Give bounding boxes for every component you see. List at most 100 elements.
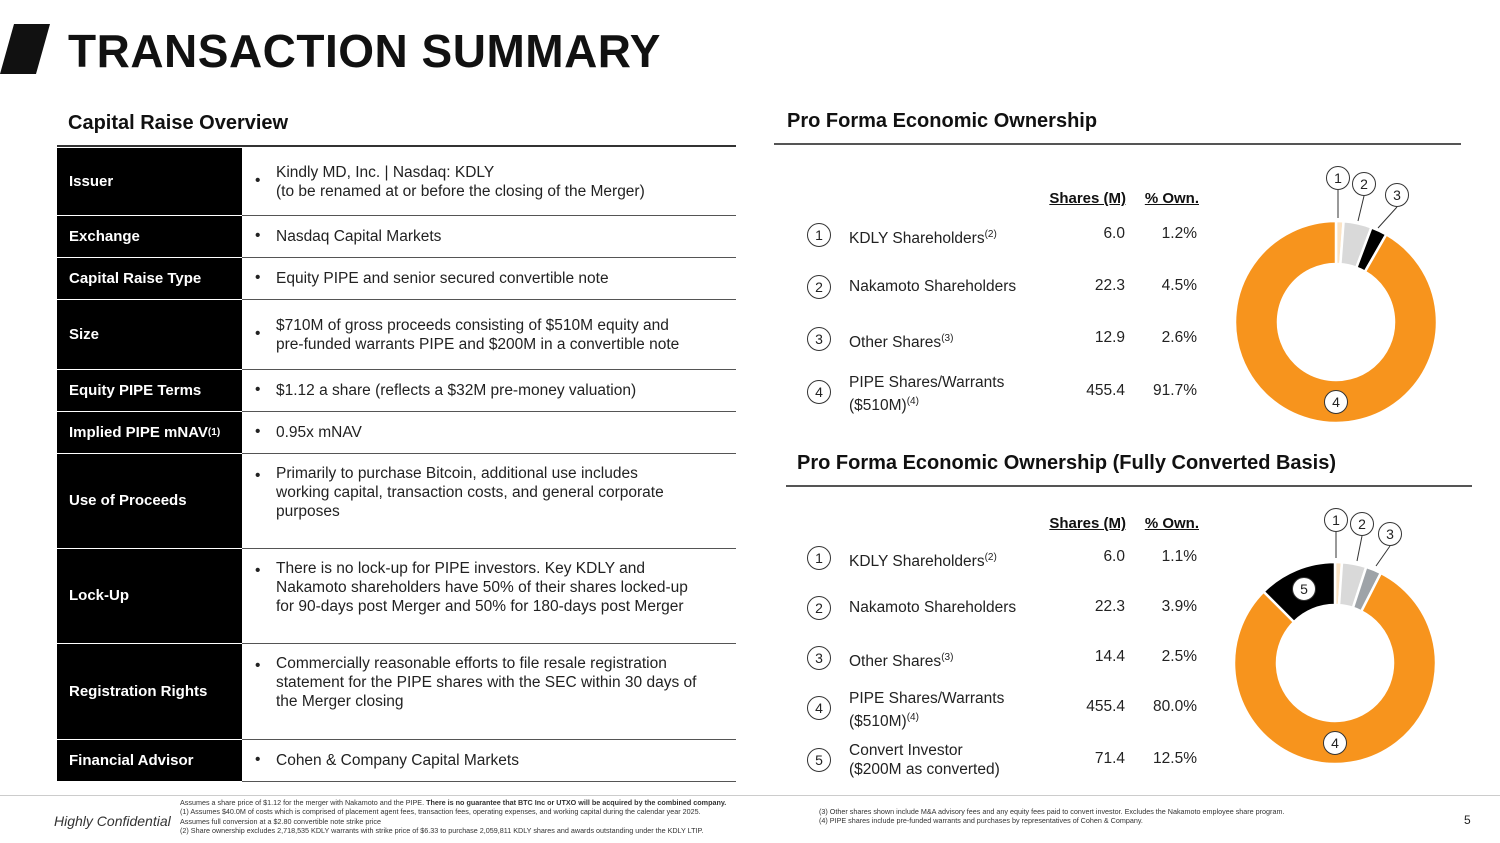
shares-value: 455.4 [1086, 698, 1125, 715]
row-value-line: $710M of gross proceeds consisting of $5… [276, 316, 669, 334]
row-value-line: working capital, transaction costs, and … [276, 484, 664, 501]
shareholder-label: Nakamoto Shareholders [849, 277, 1016, 296]
row-label-text: Financial Advisor [69, 751, 194, 769]
row-label: Financial Advisor [57, 740, 242, 783]
ownership-title: Pro Forma Economic Ownership [787, 110, 1098, 132]
own-value: 4.5% [1161, 277, 1197, 294]
shares-value: 12.9 [1094, 329, 1125, 346]
row-value-line: the Merger closing [276, 693, 404, 710]
shareholder-label-line: Nakamoto Shareholders [849, 278, 1017, 295]
row-number-badge: 2 [807, 596, 831, 620]
shareholder-label-line: KDLY Shareholders(2) [849, 229, 997, 248]
capital-raise-table: Issuer Kindly MD, Inc. | Nasdaq: KDLY(to … [57, 148, 736, 783]
donut-slice-1 [1334, 219, 1345, 266]
row-label: Exchange [57, 216, 242, 259]
capital-raise-row: Implied PIPE mNAV(1) 0.95x mNAV [57, 412, 736, 455]
shareholder-label: Other Shares(3) [849, 329, 953, 352]
divider [774, 143, 1461, 145]
callout-line [1356, 535, 1363, 562]
row-number-badge: 3 [807, 646, 831, 670]
row-label-text: Use of Proceeds [69, 492, 187, 510]
shares-value: 71.4 [1094, 750, 1125, 767]
own-value: 80.0% [1153, 698, 1197, 715]
shares-column-header: Shares (M) [1049, 515, 1126, 532]
row-value: Commercially reasonable efforts to file … [242, 644, 736, 739]
row-label: Registration Rights [57, 644, 242, 741]
row-label-text: Capital Raise Type [69, 269, 202, 287]
ownership-converted-title: Pro Forma Economic Ownership (Fully Conv… [797, 452, 1336, 474]
callout-line [1357, 195, 1365, 222]
shares-value: 14.4 [1094, 648, 1125, 665]
row-value-line: purposes [276, 503, 340, 520]
footnote-ref: (2) [984, 552, 997, 563]
own-value: 3.9% [1161, 598, 1197, 615]
row-value-line: $1.12 a share (reflects a $32M pre-money… [276, 382, 637, 399]
capital-raise-row: Lock-Up There is no lock-up for PIPE inve… [57, 549, 736, 645]
own-value: 2.5% [1161, 648, 1197, 665]
own-value: 2.6% [1161, 329, 1197, 346]
row-label: Capital Raise Type [57, 258, 242, 301]
row-label: Lock-Up [57, 549, 242, 645]
footnote-ref: (4) [906, 712, 919, 723]
shareholder-label: Convert Investor ($200M as converted) [849, 741, 1000, 779]
page-number: 5 [1464, 813, 1471, 827]
shares-value: 6.0 [1103, 225, 1125, 242]
shareholder-label-line: ($200M as converted) [849, 761, 1000, 778]
confidential-label: Highly Confidential [54, 813, 171, 829]
shareholder-label: PIPE Shares/Warrants ($510M)(4) [849, 689, 1004, 731]
donut-slice-1 [1333, 560, 1344, 607]
row-label-text: Exchange [69, 227, 140, 245]
own-value: 91.7% [1153, 382, 1197, 399]
row-number-badge: 4 [807, 696, 831, 720]
row-value-line: Equity PIPE and senior secured convertib… [276, 270, 609, 287]
row-value: $1.12 a share (reflects a $32M pre-money… [242, 370, 736, 411]
capital-raise-row: Financial Advisor Cohen & Company Capital… [57, 740, 736, 783]
shareholder-label: Other Shares(3) [849, 648, 953, 671]
own-column-header: % Own. [1144, 515, 1199, 532]
footnote-ref: (3) [941, 333, 954, 344]
capital-raise-row: Exchange Nasdaq Capital Markets [57, 216, 736, 259]
row-number-badge: 2 [807, 275, 831, 299]
row-value: Cohen & Company Capital Markets [242, 740, 736, 781]
row-value-line: Cohen & Company Capital Markets [276, 752, 519, 769]
capital-raise-row: Issuer Kindly MD, Inc. | Nasdaq: KDLY(to … [57, 148, 736, 217]
row-number-badge: 4 [807, 380, 831, 404]
row-value-line: There is no lock-up for PIPE investors. … [276, 560, 646, 577]
donut-callout-badge: 4 [1323, 731, 1347, 755]
shareholder-label-line: ($510M)(4) [849, 712, 919, 731]
row-value-line: Nakamoto shareholders have 50% of their … [276, 579, 688, 596]
shares-value: 6.0 [1103, 548, 1125, 565]
donut-callout-badge: 3 [1378, 522, 1402, 546]
donut-slice-3 [1354, 225, 1389, 274]
donut-slice-2 [1339, 219, 1374, 270]
page-title: TRANSACTION SUMMARY [68, 25, 661, 77]
row-value: Equity PIPE and senior secured convertib… [242, 258, 736, 299]
row-label: Use of Proceeds [57, 454, 242, 550]
donut-slice-2 [1337, 560, 1368, 610]
own-column-header: % Own. [1144, 190, 1199, 207]
capital-raise-title: Capital Raise Overview [68, 112, 289, 134]
divider [57, 145, 736, 147]
row-value-line: statement for the PIPE shares with the S… [276, 674, 697, 691]
row-value: $710M of gross proceeds consisting of $5… [242, 300, 736, 369]
row-number-badge: 1 [807, 546, 831, 570]
divider [786, 485, 1472, 487]
own-value: 1.1% [1161, 548, 1197, 565]
row-value-line: for 90-days post Merger and 50% for 180-… [276, 598, 684, 615]
row-number-badge: 5 [807, 748, 831, 772]
row-value-line: 0.95x mNAV [276, 424, 362, 441]
shareholder-label-line: KDLY Shareholders(2) [849, 552, 997, 571]
shareholder-label: PIPE Shares/Warrants ($510M)(4) [849, 373, 1004, 415]
row-value-line: pre-funded warrants PIPE and $200M in a … [276, 335, 680, 353]
donut-slice-3 [1351, 565, 1383, 614]
row-label-text: Implied PIPE mNAV [69, 423, 208, 441]
shares-value: 455.4 [1086, 382, 1125, 399]
footnotes-left: Assumes a share price of $1.12 for the m… [180, 798, 727, 835]
donut-callout-badge: 2 [1352, 172, 1376, 196]
row-value: There is no lock-up for PIPE investors. … [242, 549, 736, 643]
row-value-line: Commercially reasonable efforts to file … [276, 655, 667, 672]
row-value-line: (to be renamed at or before the closing … [276, 182, 645, 200]
shareholder-label-line: PIPE Shares/Warrants [849, 374, 1005, 391]
shareholder-label-line: ($510M)(4) [849, 396, 919, 415]
donut-callout-badge: 1 [1326, 166, 1350, 190]
